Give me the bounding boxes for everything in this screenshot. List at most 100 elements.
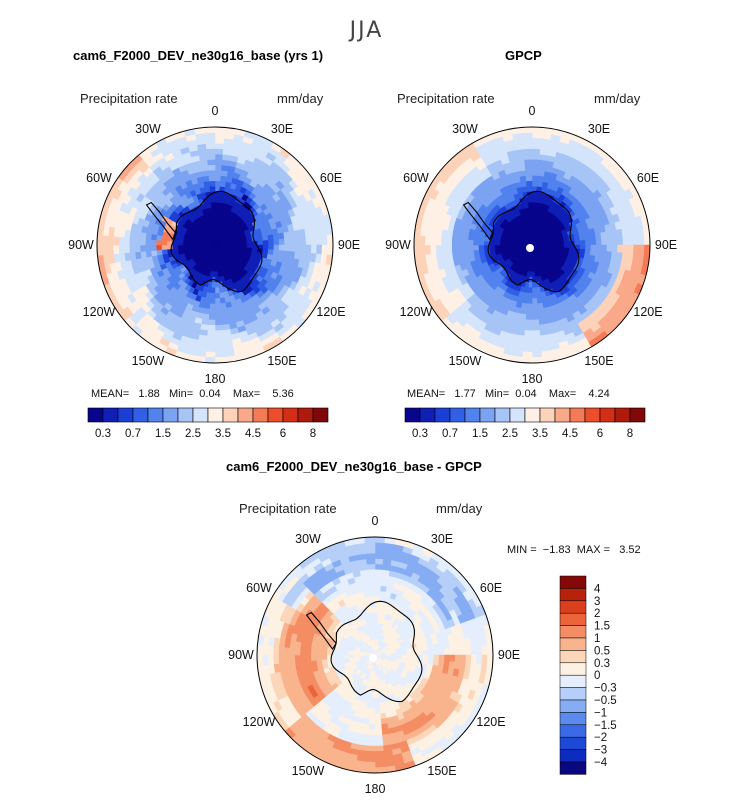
map-cell xyxy=(417,647,423,652)
map-cell xyxy=(209,309,215,315)
map-cell xyxy=(532,132,542,138)
colorbar-tick-label: 6 xyxy=(280,428,286,440)
map-cell xyxy=(156,240,162,245)
map-cell xyxy=(524,148,532,154)
map-cell xyxy=(278,655,284,663)
map-cell xyxy=(522,352,532,358)
map-cell xyxy=(532,175,538,181)
map-cell xyxy=(532,336,540,342)
map-cell xyxy=(444,655,450,662)
map-cell xyxy=(365,596,371,602)
map-cell xyxy=(487,645,493,655)
map-cell xyxy=(212,213,215,218)
map-cell xyxy=(210,293,215,299)
map-cell xyxy=(211,202,215,208)
map-cell xyxy=(524,336,532,342)
map-cell xyxy=(300,648,306,655)
colorbar-swatch xyxy=(560,700,586,712)
map-cell xyxy=(343,655,348,658)
colorbar-swatch xyxy=(420,408,435,422)
map-cell xyxy=(262,645,268,655)
map-cell xyxy=(206,347,215,353)
map-cell xyxy=(162,249,168,254)
map-cell xyxy=(532,357,542,363)
map-cell xyxy=(375,714,381,720)
map-cell xyxy=(532,181,538,187)
map-cell xyxy=(129,245,135,252)
colorbar-swatch xyxy=(560,663,586,675)
map-cell xyxy=(317,245,323,254)
map-cell xyxy=(532,298,537,304)
map-cell xyxy=(494,245,499,248)
map-cell xyxy=(108,236,114,245)
map-cell xyxy=(525,170,532,176)
map-cell xyxy=(215,293,220,299)
map-cell xyxy=(145,239,151,245)
map-cell xyxy=(369,719,375,725)
map-cell xyxy=(564,242,569,245)
map-cell xyxy=(215,165,222,171)
map-cell xyxy=(321,655,327,660)
colorbar-swatch xyxy=(560,725,586,737)
map-cell xyxy=(435,237,441,245)
map-cell xyxy=(473,240,479,245)
map-cell xyxy=(434,655,440,661)
map-field xyxy=(257,537,493,773)
map-cell xyxy=(466,647,472,655)
map-cell xyxy=(452,238,458,245)
map-cell xyxy=(532,320,539,326)
map-cell xyxy=(532,148,540,154)
map-cell xyxy=(441,237,447,245)
map-cell xyxy=(505,245,510,247)
map-cell xyxy=(634,245,640,254)
lon-label: 150W xyxy=(449,354,482,368)
lon-label: 60E xyxy=(480,581,502,595)
map-cell xyxy=(151,239,157,245)
colorbar-tick-label: −3 xyxy=(594,745,607,757)
colorbar-swatch xyxy=(283,408,298,422)
map-cell xyxy=(644,245,650,255)
map-cell xyxy=(367,564,375,570)
lon-label: 120W xyxy=(243,715,276,729)
map-cell xyxy=(316,660,322,666)
colorbar-swatch xyxy=(510,408,525,422)
map-cell xyxy=(428,650,434,655)
map-cell xyxy=(532,154,540,160)
colorbar-swatch xyxy=(555,408,570,422)
map-cell xyxy=(289,655,295,662)
map-cell xyxy=(601,238,607,245)
lon-label: 30E xyxy=(588,122,610,136)
lon-label: 150E xyxy=(267,354,296,368)
map-cell xyxy=(446,245,452,252)
colorbar-swatch xyxy=(615,408,630,422)
colorbar-tick-label: 2 xyxy=(594,608,600,620)
lon-label: 150W xyxy=(132,354,165,368)
lon-label: 90W xyxy=(385,238,411,252)
colorbar-swatch xyxy=(298,408,313,422)
map-cell xyxy=(375,767,385,773)
map-cell xyxy=(371,607,375,613)
map-cell xyxy=(332,655,338,659)
colorbar-swatch xyxy=(88,408,103,422)
colorbar-tick-label: 1.5 xyxy=(472,428,488,440)
map-cell xyxy=(273,655,279,664)
map-cell xyxy=(466,655,472,663)
map-cell xyxy=(268,240,274,245)
lon-label: 30W xyxy=(295,532,321,546)
colorbar-tick-label: 4 xyxy=(594,583,601,595)
map-cell xyxy=(477,655,483,664)
lon-label: 180 xyxy=(205,372,226,386)
map-cell xyxy=(526,309,532,315)
map-cell xyxy=(205,357,215,363)
map-cell xyxy=(242,242,247,245)
lon-label: 180 xyxy=(365,782,386,796)
map-cell xyxy=(375,591,381,597)
map-cell xyxy=(435,245,441,253)
map-cell xyxy=(375,762,385,768)
colorbar-swatch xyxy=(163,408,178,422)
map-cell xyxy=(372,623,375,628)
map-cell xyxy=(300,237,306,245)
lon-label: 90W xyxy=(68,238,94,252)
diff-stats: MIN = −1.83 MAX = 3.52 xyxy=(507,544,641,556)
